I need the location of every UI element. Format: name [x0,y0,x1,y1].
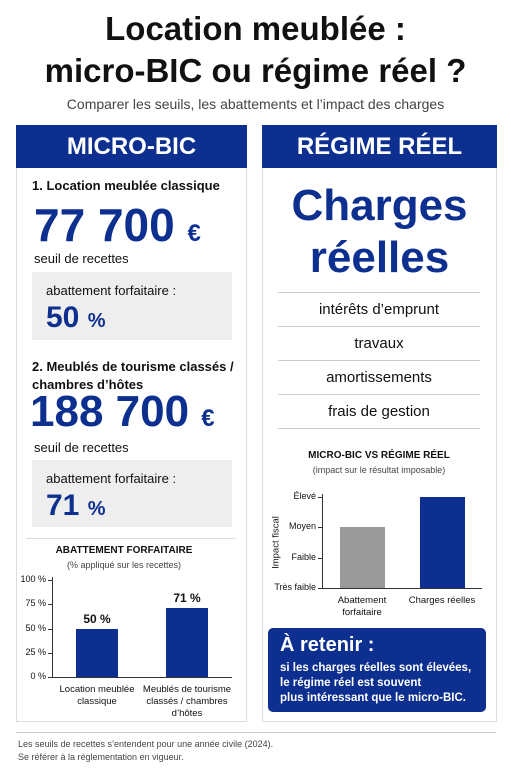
title-line: Location meublée : [105,10,406,47]
chart-title: ABATTEMENT FORFAITAIRE [55,545,193,556]
bar [76,628,118,677]
value-label: 71 % [173,591,201,606]
divider [16,732,496,733]
chart-subtitle: (% appliqué sur les recettes) [66,560,182,570]
tick-mark [48,628,52,630]
y-tick-label: Très faible [274,582,316,592]
amount: 188 700 € [30,387,215,437]
tick-mark [318,588,322,589]
charge-item: travaux [354,335,404,352]
retain-line: le régime réel est souvent [280,677,422,689]
subtitle: Comparer les seuils, les abattements et … [66,96,445,112]
item-label: 2. Meublés de tourisme classés / chambre… [32,359,234,392]
x-axis [322,588,482,589]
y-axis [52,577,53,677]
retain-line: plus intéressant que le micro-BIC. [280,692,466,704]
charge-item: frais de gestion [328,403,430,420]
bar [419,497,465,588]
separator [278,292,480,293]
divider [26,538,236,539]
allowance-unit: % [87,310,106,332]
y-axis [322,494,323,588]
x-tick-label: Meublés de tourisme classés / chambres d… [142,684,232,719]
y-tick-label: Faible [291,551,316,562]
y-tick-label: Élevé [293,491,316,501]
x-tick-label: Charges réelles [408,595,476,606]
x-axis [52,677,232,678]
tick-mark [48,604,52,606]
tick-mark [318,497,322,498]
allowance-box [32,460,232,527]
big-line: réelles [309,233,450,282]
allowance-label: abattement forfaitaire : [46,283,177,298]
allowance: 50 % [46,301,106,335]
tick-mark [48,652,52,654]
allowance-box [32,272,232,340]
amount-value: 188 700 [30,387,190,436]
separator [278,360,480,361]
amount-value: 77 700 [34,199,175,251]
separator [278,428,480,429]
amount-unit: € [201,405,215,432]
panel-heading: RÉGIME RÉEL [262,125,497,168]
allowance-unit: % [87,498,106,520]
footer-line: Se référer à la réglementation en vigueu… [18,752,184,762]
retain-line: si les charges réelles sont élevées, [280,662,472,674]
allowance-value: 50 [46,301,80,334]
y-tick-label: 25 % [25,646,46,657]
y-tick-label: Moyen [288,521,316,532]
charge-item: amortissements [326,369,432,386]
amount-unit: € [187,220,201,247]
x-tick-label: Abattement forfaitaire [337,595,387,618]
separator [278,394,480,395]
big-line: Charges [291,181,468,230]
allowance: 71 % [46,489,106,523]
tick-mark [48,677,52,678]
tick-mark [318,557,322,559]
title: Location meublée : micro-BIC ou régime r… [0,8,511,92]
chart-title: MICRO-BIC VS RÉGIME RÉEL [308,450,450,461]
y-tick-label: 0 % [30,671,46,681]
amount: 77 700 € [34,198,201,252]
charge-item: intérêts d’emprunt [318,301,440,318]
tick-mark [318,527,322,529]
bar [166,608,208,677]
separator [278,326,480,327]
item-label: 1. Location meublée classique [32,178,220,193]
retain-text: si les charges réelles sont élevées, le … [280,661,471,706]
threshold: seuil de recettes [34,251,129,266]
y-tick-label: 75 % [25,598,46,609]
y-tick-label: 50 % [25,622,46,633]
tick-mark [48,580,52,581]
y-tick-label: 100 % [20,574,46,584]
panel-heading: MICRO-BIC [16,125,247,168]
bar [339,527,385,588]
chart-subtitle: (impact sur le résultat imposable) [312,465,446,475]
allowance-label: abattement forfaitaire : [46,471,177,486]
threshold: seuil de recettes [34,440,129,455]
retain-box: À retenir : si les charges réelles sont … [268,628,486,712]
footer: Les seuils de recettes s’entendent pour … [18,738,273,764]
allowance-value: 71 [46,489,80,522]
x-tick-label: Location meublée classique [59,684,135,707]
retain-title: À retenir : [280,634,375,656]
y-axis-label: Impact fiscal [270,515,282,569]
title-line: micro-BIC ou régime réel ? [44,52,467,89]
footer-line: Les seuils de recettes s’entendent pour … [18,739,274,749]
big-label: Charges réelles [262,180,497,284]
value-label: 50 % [83,611,111,626]
